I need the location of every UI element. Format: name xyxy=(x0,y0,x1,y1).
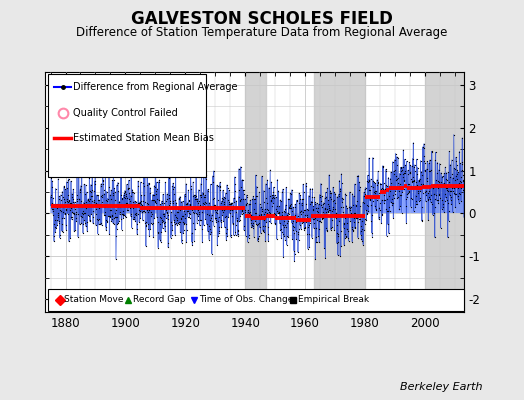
Text: GALVESTON SCHOLES FIELD: GALVESTON SCHOLES FIELD xyxy=(131,10,393,28)
Text: Difference of Station Temperature Data from Regional Average: Difference of Station Temperature Data f… xyxy=(77,26,447,39)
Bar xyxy=(314,72,365,312)
Bar xyxy=(245,72,266,312)
Text: Estimated Station Mean Bias: Estimated Station Mean Bias xyxy=(73,134,214,144)
Bar xyxy=(425,72,464,312)
FancyBboxPatch shape xyxy=(48,74,206,177)
Text: Difference from Regional Average: Difference from Regional Average xyxy=(73,82,237,92)
Text: Record Gap: Record Gap xyxy=(133,295,185,304)
Text: Empirical Break: Empirical Break xyxy=(298,295,369,304)
Text: Station Move: Station Move xyxy=(64,295,124,304)
FancyBboxPatch shape xyxy=(48,289,464,311)
Text: Time of Obs. Change: Time of Obs. Change xyxy=(199,295,293,304)
Text: Berkeley Earth: Berkeley Earth xyxy=(400,382,482,392)
Text: Quality Control Failed: Quality Control Failed xyxy=(73,108,178,118)
